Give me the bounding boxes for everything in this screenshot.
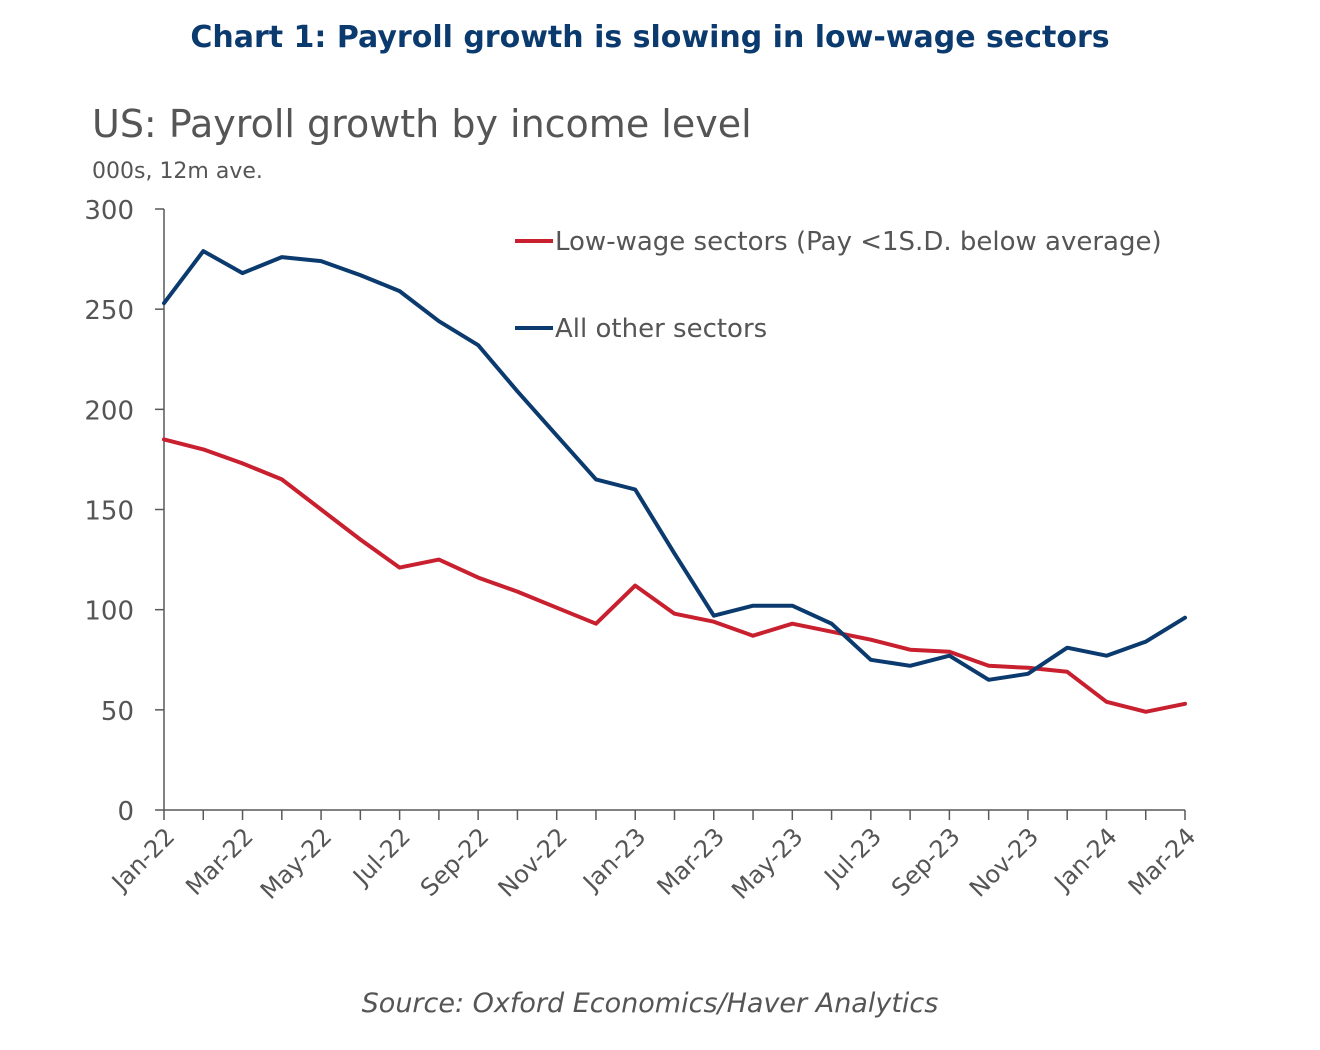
y-tick-label: 100	[84, 597, 134, 627]
x-tick-label: Sep-23	[886, 822, 966, 902]
chart-subtitle: 000s, 12m ave.	[92, 159, 263, 184]
legend: Low-wage sectors (Pay <1S.D. below avera…	[515, 227, 1162, 344]
legend-label-other: All other sectors	[555, 314, 767, 344]
x-tick-label: Mar-22	[180, 822, 258, 900]
x-tick-label: May-22	[255, 822, 337, 904]
legend-label-low-wage: Low-wage sectors (Pay <1S.D. below avera…	[555, 227, 1162, 257]
x-tick-label: May-23	[726, 822, 808, 904]
x-tick-label: Sep-22	[415, 822, 495, 902]
x-tick-label: Nov-22	[493, 822, 573, 902]
x-tick-label: Jul-23	[818, 822, 887, 891]
x-tick-label: Jan-22	[105, 822, 180, 897]
x-tick-label: Mar-24	[1123, 822, 1201, 900]
y-tick-label: 200	[84, 396, 134, 426]
y-tick-label: 300	[84, 196, 134, 226]
y-tick-label: 150	[84, 497, 134, 527]
line-chart: US: Payroll growth by income level 000s,…	[84, 102, 1201, 905]
other-sectors-series-line	[162, 249, 1187, 682]
y-tick-label: 50	[101, 697, 134, 727]
source-note: Source: Oxford Economics/Haver Analytics	[361, 988, 939, 1019]
x-tick-label: Nov-23	[964, 822, 1044, 902]
low-wage-series-line	[162, 437, 1187, 714]
series-lines	[162, 249, 1187, 714]
chart-title: US: Payroll growth by income level	[92, 102, 752, 146]
x-tick-label: Jan-24	[1048, 822, 1123, 897]
chart-headline: Chart 1: Payroll growth is slowing in lo…	[190, 20, 1110, 55]
x-tick-label: Mar-23	[652, 822, 730, 900]
x-tick-label: Jul-22	[346, 822, 415, 891]
y-tick-label: 0	[117, 797, 134, 827]
x-tick-label: Jan-23	[576, 822, 651, 897]
y-tick-label: 250	[84, 296, 134, 326]
